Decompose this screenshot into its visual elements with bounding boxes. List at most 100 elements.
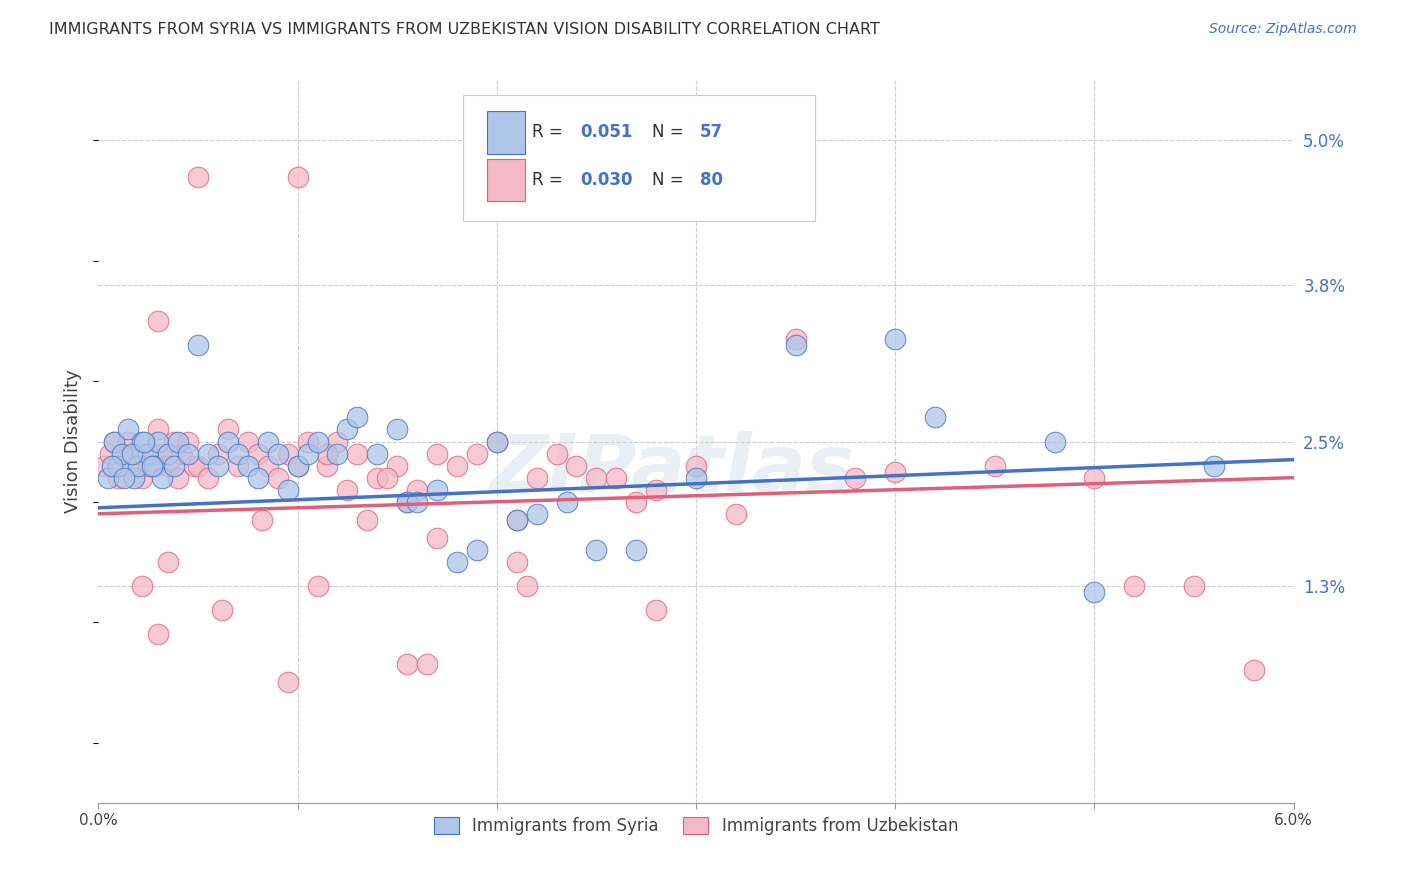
Point [183,458,205,473]
Point [226,446,249,460]
Point [1202,458,1225,473]
Point [297,434,319,449]
Point [134,434,156,449]
Point [1083,585,1105,599]
Text: 80: 80 [700,171,723,189]
Text: R =: R = [533,123,568,141]
Point [465,446,488,460]
Point [884,332,907,346]
Point [267,471,290,485]
Point [884,465,907,479]
Point [277,675,299,690]
Text: N =: N = [652,171,689,189]
Point [506,513,529,527]
Point [101,458,124,473]
Point [307,579,329,593]
Y-axis label: Vision Disability: Vision Disability [65,369,83,514]
Text: 0.051: 0.051 [581,123,633,141]
Point [346,410,368,425]
Point [366,471,388,485]
Legend: Immigrants from Syria, Immigrants from Uzbekistan: Immigrants from Syria, Immigrants from U… [427,810,965,841]
Point [167,471,190,485]
Point [385,458,409,473]
Point [326,434,349,449]
Point [187,338,209,352]
Point [103,434,125,449]
Point [217,423,239,437]
Point [426,531,449,545]
Point [356,513,378,527]
Point [103,434,125,449]
Point [626,542,648,557]
Text: Source: ZipAtlas.com: Source: ZipAtlas.com [1209,22,1357,37]
Point [111,446,134,460]
Point [406,483,429,497]
Text: R =: R = [533,171,568,189]
Point [426,446,449,460]
Point [163,458,186,473]
Point [111,446,134,460]
Point [177,434,200,449]
Point [187,169,209,184]
Point [150,446,173,460]
Point [785,338,807,352]
Point [127,458,149,473]
Point [485,434,508,449]
Point [236,458,259,473]
Text: ZIPatlas: ZIPatlas [489,432,855,509]
Point [143,446,166,460]
Point [555,494,578,508]
Point [326,446,349,460]
Point [546,446,568,460]
Point [645,483,668,497]
Point [984,458,1007,473]
Point [565,458,588,473]
Point [446,555,468,569]
Point [506,555,529,569]
Point [396,657,419,672]
Point [226,458,249,473]
Point [1182,579,1205,593]
Point [924,410,946,425]
Point [1123,579,1146,593]
Point [217,434,239,449]
Point [685,471,707,485]
Point [207,446,229,460]
Point [346,446,368,460]
Point [163,434,186,449]
Point [366,446,388,460]
Point [124,471,146,485]
Point [112,471,135,485]
Point [157,458,180,473]
Point [117,423,139,437]
Point [685,458,707,473]
Point [167,434,190,449]
Point [396,494,419,508]
Point [131,579,153,593]
Point [131,434,153,449]
Point [406,494,429,508]
Point [585,542,607,557]
Point [124,458,146,473]
Point [1043,434,1066,449]
Point [148,423,170,437]
Point [107,458,129,473]
Point [316,446,339,460]
Text: IMMIGRANTS FROM SYRIA VS IMMIGRANTS FROM UZBEKISTAN VISION DISABILITY CORRELATIO: IMMIGRANTS FROM SYRIA VS IMMIGRANTS FROM… [49,22,880,37]
Point [426,483,449,497]
Point [143,458,166,473]
Point [236,434,259,449]
Point [645,603,668,617]
Point [246,446,269,460]
Point [336,423,359,437]
Point [157,446,180,460]
FancyBboxPatch shape [486,159,524,202]
Point [375,471,398,485]
Point [526,471,548,485]
FancyBboxPatch shape [486,111,524,153]
Point [97,471,120,485]
Text: 57: 57 [700,123,723,141]
Point [136,446,159,460]
Point [211,603,233,617]
Point [516,579,538,593]
